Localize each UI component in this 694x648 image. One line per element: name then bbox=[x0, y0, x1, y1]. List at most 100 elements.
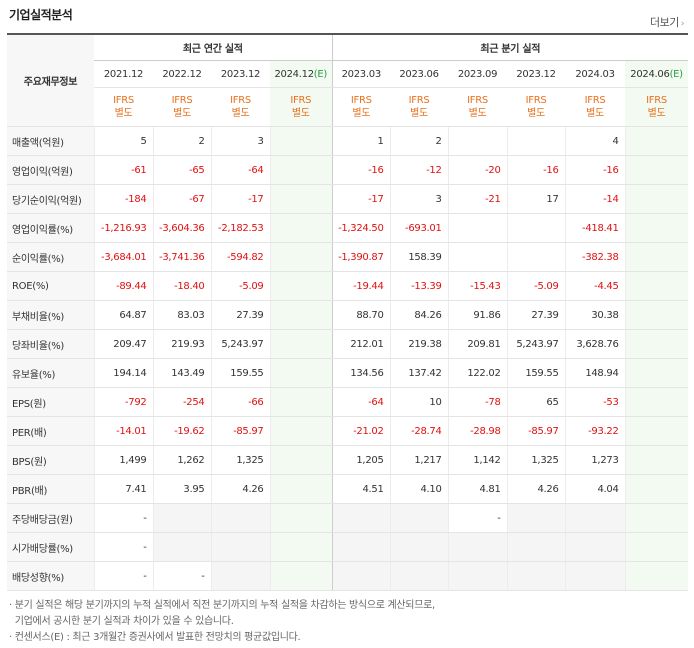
table-cell: 4.04 bbox=[564, 474, 626, 504]
table-cell: 4.10 bbox=[389, 474, 449, 504]
row-label: 당좌비율(%) bbox=[7, 329, 94, 359]
table-cell: 122.02 bbox=[447, 358, 508, 388]
table-cell: - bbox=[93, 503, 153, 533]
ifrs-label: IFRS bbox=[584, 95, 606, 106]
table-cell bbox=[564, 532, 626, 562]
row-label: 순이익률(%) bbox=[7, 242, 94, 272]
table-cell: 5,243.97 bbox=[506, 329, 566, 359]
table-cell: -3,604.36 bbox=[152, 213, 211, 243]
table-cell: -184 bbox=[93, 184, 153, 214]
table-cell: -61 bbox=[93, 155, 153, 185]
table-cell: -12 bbox=[389, 155, 449, 185]
table-cell: -418.41 bbox=[564, 213, 626, 243]
table-cell bbox=[269, 242, 333, 272]
table-cell bbox=[624, 358, 689, 388]
table-cell: 3.95 bbox=[152, 474, 211, 504]
chevron-right-icon: › bbox=[680, 19, 685, 29]
more-link[interactable]: 더보기 › bbox=[650, 14, 685, 30]
table-cell: 159.55 bbox=[210, 358, 270, 388]
table-cell: 2 bbox=[389, 126, 449, 156]
period-header: 2024.06(E) bbox=[625, 60, 689, 88]
table-cell bbox=[624, 126, 689, 156]
table-cell: - bbox=[152, 561, 211, 591]
table-cell: - bbox=[93, 561, 153, 591]
table-cell: -382.38 bbox=[564, 242, 626, 272]
table-cell: -78 bbox=[447, 387, 508, 417]
table-cell bbox=[447, 532, 508, 562]
table-cell bbox=[269, 503, 333, 533]
table-cell bbox=[624, 271, 689, 301]
table-cell: 1,262 bbox=[152, 445, 211, 475]
table-cell: 64.87 bbox=[93, 300, 153, 330]
table-cell: 88.70 bbox=[331, 300, 391, 330]
table-cell: -65 bbox=[152, 155, 211, 185]
estimate-mark: (E) bbox=[669, 68, 684, 80]
table-cell: -64 bbox=[210, 155, 270, 185]
footnote-line: · 분기 실적은 해당 분기까지의 누적 실적에서 직전 분기까지의 누적 실적… bbox=[9, 600, 435, 611]
table-cell: -15.43 bbox=[447, 271, 508, 301]
table-cell: 4 bbox=[564, 126, 626, 156]
table-cell bbox=[269, 358, 333, 388]
table-row: 순이익률(%) -3,684.01 -3,741.36 -594.82 -1,390.8… bbox=[7, 242, 689, 272]
table-cell: -28.98 bbox=[447, 416, 508, 446]
table-cell bbox=[624, 532, 689, 562]
table-cell: -93.22 bbox=[564, 416, 626, 446]
table-cell: -16 bbox=[331, 155, 391, 185]
period-header: 2023.09 bbox=[448, 60, 508, 88]
table-cell: 1,499 bbox=[93, 445, 153, 475]
row-label: ROE(%) bbox=[7, 271, 94, 301]
table-cell bbox=[269, 155, 333, 185]
table-cell bbox=[269, 213, 333, 243]
table-cell bbox=[269, 416, 333, 446]
table-cell: 209.47 bbox=[93, 329, 153, 359]
table-cell: 158.39 bbox=[389, 242, 449, 272]
table-cell bbox=[624, 329, 689, 359]
ifrs-header: IFRS 별도 bbox=[94, 87, 153, 127]
table-cell bbox=[624, 561, 689, 591]
ifrs-header: IFRS 별도 bbox=[507, 87, 566, 127]
row-label: EPS(원) bbox=[7, 387, 94, 417]
table-cell: -13.39 bbox=[389, 271, 449, 301]
table-cell bbox=[331, 532, 391, 562]
table-cell: -85.97 bbox=[506, 416, 566, 446]
table-cell bbox=[624, 242, 689, 272]
ifrs-label: IFRS bbox=[646, 95, 667, 106]
table-row: 배당성향(%) - - bbox=[7, 561, 689, 591]
table-cell: -17 bbox=[331, 184, 391, 214]
table-cell: 137.42 bbox=[389, 358, 449, 388]
table-cell: -1,390.87 bbox=[331, 242, 391, 272]
table-cell bbox=[624, 416, 689, 446]
table-cell bbox=[210, 503, 270, 533]
ifrs-header: IFRS 별도 bbox=[565, 87, 626, 127]
table-cell: 4.26 bbox=[506, 474, 566, 504]
ifrs-label: IFRS bbox=[230, 95, 251, 106]
table-cell: 209.81 bbox=[447, 329, 508, 359]
more-label: 더보기 bbox=[650, 16, 679, 29]
separate-label: 별도 bbox=[173, 108, 191, 119]
ifrs-header: IFRS 별도 bbox=[153, 87, 211, 127]
ifrs-header: IFRS 별도 bbox=[331, 87, 391, 127]
table-cell: 1,142 bbox=[447, 445, 508, 475]
footnotes: · 분기 실적은 해당 분기까지의 누적 실적에서 직전 분기까지의 누적 실적… bbox=[9, 598, 435, 646]
table-row: 당좌비율(%) 209.47 219.93 5,243.97 212.01 219.38 2… bbox=[7, 329, 689, 359]
ifrs-header: IFRS 별도 bbox=[270, 87, 333, 127]
quarter-group-header: 최근 분기 실적 bbox=[331, 34, 689, 61]
table-cell: -53 bbox=[564, 387, 626, 417]
period-header: 2023.12 bbox=[211, 60, 270, 88]
table-cell: 3 bbox=[389, 184, 449, 214]
table-row: 영업이익(억원) -61 -65 -64 -16 -12 -20 -16 -16 bbox=[7, 155, 689, 185]
table-cell: -1,216.93 bbox=[93, 213, 153, 243]
period-header: 2021.12 bbox=[94, 60, 153, 88]
table-cell: 17 bbox=[506, 184, 566, 214]
table-row: 영업이익률(%) -1,216.93 -3,604.36 -2,182.53 -1,32… bbox=[7, 213, 689, 243]
table-cell: 1,325 bbox=[506, 445, 566, 475]
separate-label: 별도 bbox=[231, 108, 250, 119]
row-label: 영업이익률(%) bbox=[7, 213, 94, 243]
row-label: 주당배당금(원) bbox=[7, 503, 94, 533]
table-cell: 91.86 bbox=[447, 300, 508, 330]
table-cell: 1,217 bbox=[389, 445, 449, 475]
table-cell: 3 bbox=[210, 126, 270, 156]
row-label: 매출액(억원) bbox=[7, 126, 94, 156]
ifrs-label: IFRS bbox=[525, 95, 547, 106]
table-row: 시가배당률(%) - bbox=[7, 532, 689, 562]
